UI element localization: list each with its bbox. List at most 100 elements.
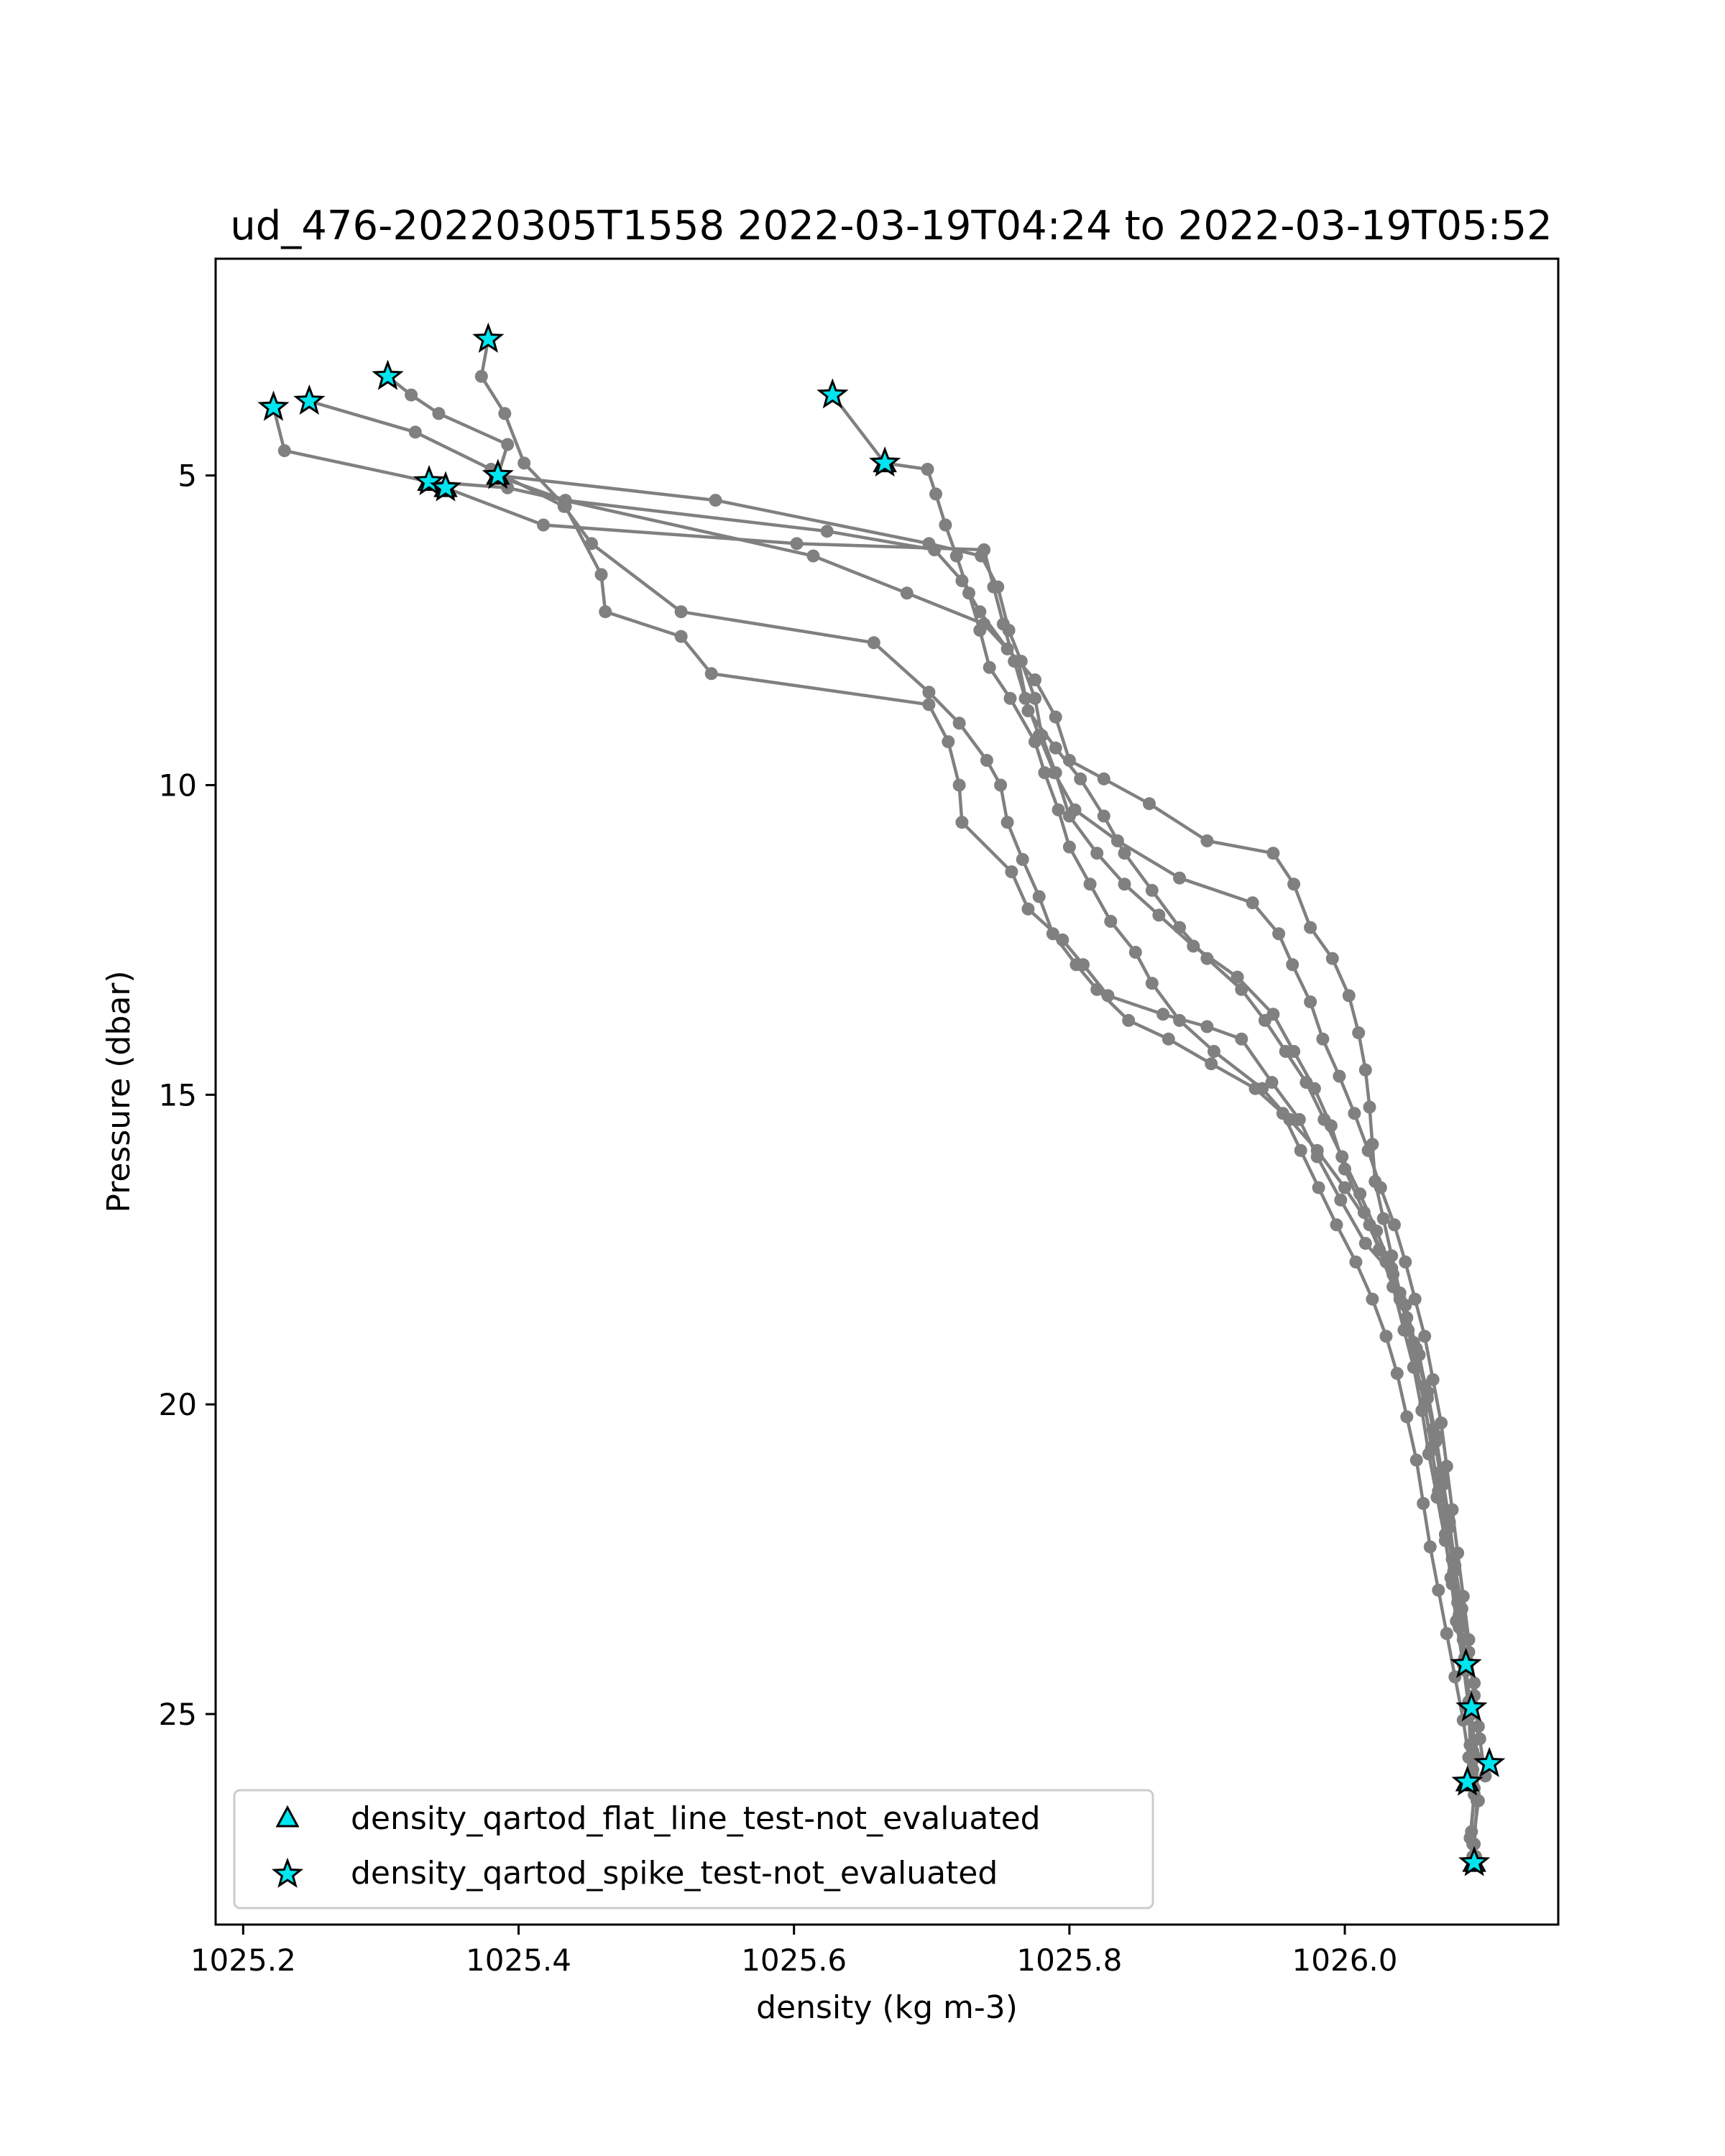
profile-point xyxy=(1366,1292,1379,1306)
profile-point xyxy=(674,630,688,643)
profile-point xyxy=(1435,1416,1448,1429)
profile-point xyxy=(806,549,820,563)
profile-point xyxy=(1400,1311,1414,1325)
profile-point xyxy=(1448,1559,1462,1572)
profile-point xyxy=(1436,1472,1450,1485)
profile-point xyxy=(1265,1076,1279,1089)
profile-point xyxy=(1418,1330,1432,1343)
y-tick-label: 5 xyxy=(178,459,197,494)
profile-point xyxy=(942,735,955,749)
profile-point xyxy=(1363,1100,1376,1114)
profile-point xyxy=(537,518,550,532)
profile-point xyxy=(1052,803,1065,816)
x-tick-label: 1025.8 xyxy=(1016,1943,1122,1978)
profile-point xyxy=(1429,1429,1443,1442)
profile-point xyxy=(1316,1032,1330,1046)
profile-point xyxy=(955,816,969,829)
profile-point xyxy=(1399,1256,1412,1268)
profile-point xyxy=(1338,1162,1351,1176)
profile-point xyxy=(1376,1212,1390,1225)
profile-point xyxy=(1400,1410,1414,1424)
profile-point xyxy=(962,586,975,600)
spike-flag-star xyxy=(1450,1647,1482,1678)
profile-point xyxy=(1046,927,1059,941)
spike-flag-star xyxy=(413,464,446,496)
y-tick-label: 20 xyxy=(159,1387,197,1422)
profile-point xyxy=(1388,1218,1401,1232)
profile-point xyxy=(1235,1032,1248,1046)
spike-flag-star xyxy=(472,322,505,353)
spike-flag-star xyxy=(869,446,901,477)
profile-point xyxy=(1090,982,1104,996)
profile-point xyxy=(1173,921,1187,934)
profile-point xyxy=(518,456,531,470)
profile-point xyxy=(1038,766,1052,780)
profile-point xyxy=(996,617,1010,631)
profile-point xyxy=(1208,1045,1220,1058)
x-axis-label: density (kg m-3) xyxy=(756,1989,1018,2026)
profile-point xyxy=(1462,1751,1476,1764)
spike-flag-star xyxy=(372,359,404,390)
profile-point xyxy=(952,778,966,792)
profile-point xyxy=(1310,1143,1324,1157)
profile-point xyxy=(1049,710,1062,724)
profile-point xyxy=(1021,902,1035,916)
profile-point xyxy=(1335,1150,1349,1164)
profile-point xyxy=(980,754,993,767)
profile-point xyxy=(1101,989,1115,1003)
profile-point xyxy=(978,617,991,631)
spike-flag-star xyxy=(1455,1691,1488,1722)
profile-point xyxy=(1008,655,1021,668)
profile-point xyxy=(1465,1738,1478,1752)
profile-point xyxy=(1418,1398,1432,1411)
profile-point xyxy=(474,369,488,383)
profile-point xyxy=(929,487,942,501)
legend-label-flat-line: density_qartod_flat_line_test-not_evalua… xyxy=(351,1800,1041,1837)
profile-point xyxy=(1200,1020,1214,1033)
profile-point xyxy=(1304,921,1317,934)
profile-point xyxy=(1156,1008,1170,1021)
profile-point xyxy=(1402,1323,1415,1337)
profile-point xyxy=(1110,834,1124,847)
profile-point xyxy=(594,568,608,581)
profile-point xyxy=(1349,1256,1363,1268)
profile-point xyxy=(1334,1193,1348,1207)
x-tick-label: 1026.0 xyxy=(1292,1943,1398,1978)
profile-point xyxy=(1312,1181,1325,1194)
profile-point xyxy=(1029,673,1041,686)
profile-point xyxy=(1003,691,1017,705)
profile-point xyxy=(1385,1249,1399,1263)
profile-point xyxy=(1272,927,1286,941)
profile-point xyxy=(1408,1292,1422,1306)
profile-point xyxy=(1304,995,1317,1009)
profile-point xyxy=(1145,977,1159,990)
profile-point xyxy=(1000,816,1014,829)
profile-point xyxy=(1122,1013,1136,1027)
plot-area xyxy=(257,322,1506,1876)
spike-flag-star xyxy=(816,378,849,409)
profile-point xyxy=(1032,729,1046,742)
profile-point xyxy=(1018,691,1032,705)
profile-point xyxy=(1399,1299,1412,1312)
spike-flag-star xyxy=(482,459,514,489)
profile-point xyxy=(949,549,963,563)
profile-point xyxy=(1465,1825,1478,1838)
profile-point xyxy=(1047,766,1061,780)
profile-point xyxy=(1090,847,1104,860)
x-tick-label: 1025.4 xyxy=(466,1943,571,1978)
x-axis: 1025.2 1025.4 1025.6 1025.8 1026.0 xyxy=(190,1925,1398,1978)
profile-point xyxy=(1417,1497,1430,1510)
profile-point xyxy=(1235,982,1248,996)
profile-point xyxy=(1352,1026,1366,1040)
profile-point xyxy=(1368,1174,1382,1188)
profile-point xyxy=(790,537,804,550)
profile-point xyxy=(1029,691,1041,705)
profile-point xyxy=(1032,890,1046,903)
profile-point xyxy=(922,698,936,711)
profile-point xyxy=(1444,1571,1458,1585)
legend-label-spike: density_qartod_spike_test-not_evaluated xyxy=(351,1855,998,1892)
profile-point xyxy=(1440,1460,1453,1473)
profile-point xyxy=(1300,1076,1313,1089)
profile-point xyxy=(1379,1330,1393,1343)
